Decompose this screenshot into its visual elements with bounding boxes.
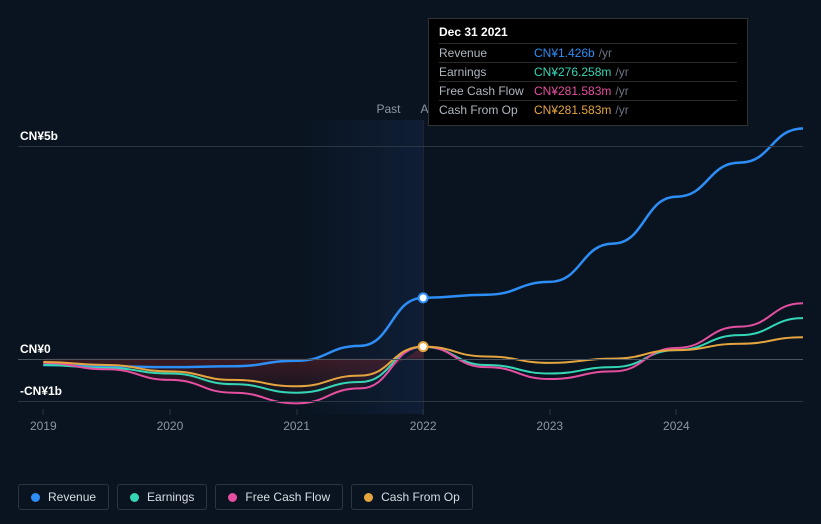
legend-dot <box>130 493 139 502</box>
tooltip-row: Earnings CN¥276.258m /yr <box>439 62 737 81</box>
x-tick: 2020 <box>157 419 184 433</box>
chart-tooltip: Dec 31 2021 Revenue CN¥1.426b /yrEarning… <box>428 18 748 126</box>
tooltip-row: Revenue CN¥1.426b /yr <box>439 43 737 62</box>
legend-label: Free Cash Flow <box>245 490 330 504</box>
legend-item-earnings[interactable]: Earnings <box>117 484 207 510</box>
legend-label: Earnings <box>147 490 194 504</box>
x-tick: 2019 <box>30 419 57 433</box>
legend-label: Cash From Op <box>381 490 460 504</box>
tooltip-suffix: /yr <box>615 65 628 79</box>
legend-item-free-cash-flow[interactable]: Free Cash Flow <box>215 484 343 510</box>
x-tick: 2024 <box>663 419 690 433</box>
legend-dot <box>228 493 237 502</box>
tooltip-rows: Revenue CN¥1.426b /yrEarnings CN¥276.258… <box>439 43 737 119</box>
tooltip-value: CN¥281.583m <box>534 103 615 117</box>
legend-dot <box>364 493 373 502</box>
plot-area[interactable]: Past Analysts Forecasts CN¥5bCN¥0-CN¥1b <box>18 120 803 414</box>
chart-svg <box>18 120 803 414</box>
legend-dot <box>31 493 40 502</box>
legend-label: Revenue <box>48 490 96 504</box>
x-tick: 2023 <box>536 419 563 433</box>
y-axis-label: -CN¥1b <box>20 384 62 398</box>
tooltip-value: CN¥276.258m <box>534 65 615 79</box>
tooltip-row: Cash From Op CN¥281.583m /yr <box>439 100 737 119</box>
tooltip-series-label: Earnings <box>439 65 534 79</box>
y-axis-label: CN¥5b <box>20 129 58 143</box>
legend: Revenue Earnings Free Cash Flow Cash Fro… <box>18 484 473 510</box>
legend-item-revenue[interactable]: Revenue <box>18 484 109 510</box>
tooltip-series-label: Cash From Op <box>439 103 534 117</box>
legend-item-cash-from-op[interactable]: Cash From Op <box>351 484 473 510</box>
tooltip-value: CN¥1.426b <box>534 46 599 60</box>
tooltip-value: CN¥281.583m <box>534 84 615 98</box>
x-tick: 2022 <box>410 419 437 433</box>
tooltip-suffix: /yr <box>615 84 628 98</box>
past-label: Past <box>376 102 410 116</box>
tooltip-suffix: /yr <box>615 103 628 117</box>
x-tick: 2021 <box>283 419 310 433</box>
y-axis-label: CN¥0 <box>20 342 51 356</box>
tooltip-row: Free Cash Flow CN¥281.583m /yr <box>439 81 737 100</box>
x-axis: 2019 2020 2021 2022 2023 2024 <box>18 419 803 439</box>
tooltip-suffix: /yr <box>599 46 612 60</box>
tooltip-series-label: Free Cash Flow <box>439 84 534 98</box>
tooltip-date: Dec 31 2021 <box>439 25 737 43</box>
tooltip-series-label: Revenue <box>439 46 534 60</box>
